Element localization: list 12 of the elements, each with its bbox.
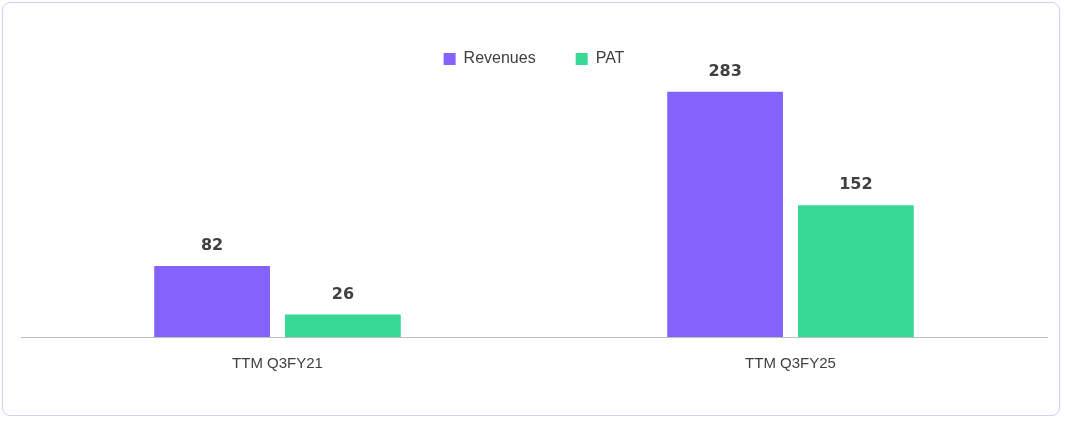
bar — [285, 314, 401, 337]
bar — [798, 205, 914, 337]
x-tick-label: TTM Q3FY21 — [232, 354, 323, 372]
legend-label: PAT — [595, 49, 625, 67]
data-label: 283 — [708, 60, 742, 80]
x-tick-label: TTM Q3FY25 — [745, 354, 836, 372]
data-label: 152 — [839, 174, 873, 194]
bar — [154, 265, 270, 337]
legend-label: Revenues — [463, 49, 536, 67]
data-label: 26 — [331, 283, 355, 303]
bar — [667, 91, 783, 337]
data-label: 82 — [200, 235, 224, 255]
